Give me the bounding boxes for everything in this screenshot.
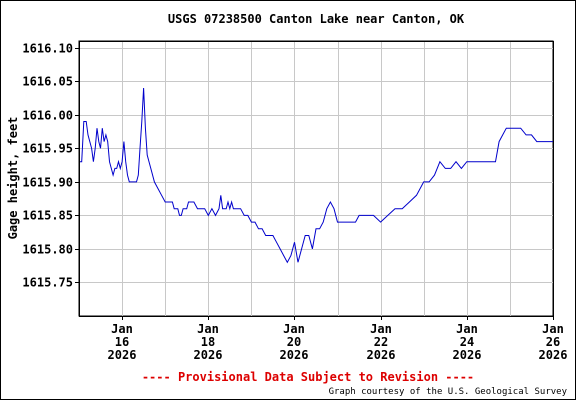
gage-height-line — [79, 87, 553, 264]
x-tick-label: 2026 — [453, 348, 482, 362]
series-layer — [79, 41, 554, 317]
y-tick-label: 1615.95 — [22, 142, 73, 156]
x-tick-label: 24 — [460, 335, 474, 349]
graph-credit: Graph courtesy of the U.S. Geological Su… — [329, 387, 568, 397]
x-tick-label: Jan — [283, 322, 305, 336]
chart-title: USGS 07238500 Canton Lake near Canton, O… — [168, 12, 465, 26]
x-tick-labels: Jan162026Jan182026Jan202026Jan222026Jan2… — [108, 322, 568, 362]
grid-lines — [75, 41, 554, 320]
plot-border — [79, 41, 554, 317]
y-tick-labels: 1615.75 1615.80 1615.85 1615.90 1615.95 1616.… — [22, 42, 73, 290]
y-tick-label: 1616.00 — [22, 109, 73, 123]
x-tick-label: Jan — [542, 322, 564, 336]
x-tick-label: Jan — [111, 322, 133, 336]
x-tick-label: 2026 — [539, 348, 568, 362]
x-tick-label: 16 — [115, 335, 129, 349]
x-tick-label: 18 — [201, 335, 215, 349]
x-tick-label: 2026 — [280, 348, 309, 362]
provisional-note: ---- Provisional Data Subject to Revisio… — [142, 370, 474, 384]
plot-area — [78, 40, 554, 317]
y-tick-label: 1615.80 — [22, 243, 73, 257]
x-tick-label: 26 — [546, 335, 560, 349]
x-tick-label: Jan — [370, 322, 392, 336]
y-tick-label: 1615.90 — [22, 176, 73, 190]
x-tick-label: 2026 — [367, 348, 396, 362]
x-tick-label: 2026 — [108, 348, 137, 362]
x-tick-label: 2026 — [194, 348, 223, 362]
x-tick-label: 22 — [374, 335, 388, 349]
x-tick-label: Jan — [197, 322, 219, 336]
x-tick-label: 20 — [287, 335, 301, 349]
y-axis-label: Gage height, feet — [6, 117, 20, 240]
y-tick-label: 1616.05 — [22, 75, 73, 89]
y-tick-label: 1615.85 — [22, 209, 73, 223]
y-tick-label: 1615.75 — [22, 276, 73, 290]
x-tick-label: Jan — [456, 322, 478, 336]
y-tick-label: 1616.10 — [22, 42, 73, 56]
